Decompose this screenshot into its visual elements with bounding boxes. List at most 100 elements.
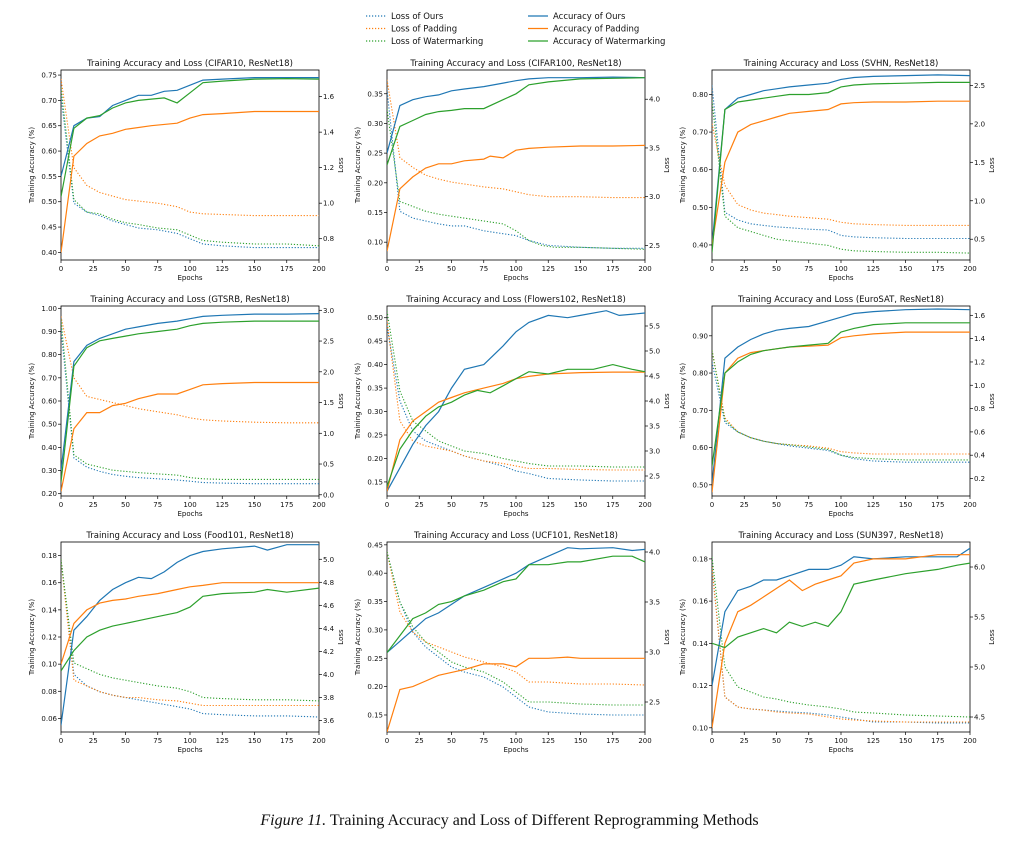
- x-tick-label: 100: [509, 265, 522, 273]
- x-tick-label: 125: [216, 265, 229, 273]
- y-tick-label: 0.90: [692, 332, 708, 340]
- y-tick-label: 0.35: [367, 90, 383, 98]
- y2-tick-label: 0.0: [323, 491, 334, 499]
- y-tick-label: 0.50: [692, 481, 708, 489]
- loss-line-padding: [61, 316, 319, 424]
- y-tick-label: 0.16: [692, 598, 708, 606]
- loss-line-watermarking: [712, 556, 970, 718]
- y2-tick-label: 4.2: [323, 648, 334, 656]
- x-tick-label: 175: [931, 737, 944, 745]
- y-tick-label: 0.70: [41, 97, 57, 105]
- loss-line-padding: [387, 320, 645, 471]
- chart-title: Training Accuracy and Loss (CIFAR10, Res…: [86, 59, 293, 69]
- x-tick-label: 125: [542, 737, 555, 745]
- y-tick-label: 0.15: [367, 209, 383, 217]
- y2-tick-label: 0.6: [974, 428, 986, 436]
- x-tick-label: 100: [183, 737, 196, 745]
- y-tick-label: 0.60: [692, 166, 708, 174]
- y-axis-label: Training Accuracy (%): [354, 363, 362, 440]
- loss-line-padding: [387, 79, 645, 199]
- x-tick-label: 0: [385, 501, 389, 509]
- x-tick-label: 200: [312, 501, 325, 509]
- y2-tick-label: 2.5: [649, 473, 660, 481]
- x-axis-label: Epochs: [503, 746, 528, 754]
- y2-tick-label: 1.2: [974, 358, 985, 366]
- y-axis-label: Training Accuracy (%): [679, 127, 687, 204]
- x-tick-label: 175: [931, 501, 944, 509]
- accuracy-line-padding: [712, 100, 970, 246]
- x-tick-label: 125: [542, 265, 555, 273]
- accuracy-line-ours: [61, 544, 319, 726]
- y2-tick-label: 4.5: [974, 714, 985, 722]
- x-axis-label: Epochs: [503, 510, 528, 518]
- x-tick-label: 125: [867, 265, 880, 273]
- y-tick-label: 0.45: [41, 224, 57, 232]
- x-tick-label: 25: [415, 737, 424, 745]
- y-tick-label: 0.45: [367, 541, 383, 549]
- y-tick-label: 0.25: [367, 655, 383, 663]
- y2-axis-label: Loss: [663, 157, 671, 173]
- x-tick-label: 100: [834, 737, 847, 745]
- y-tick-label: 0.40: [41, 444, 57, 452]
- y-tick-label: 0.30: [367, 120, 383, 128]
- accuracy-line-ours: [387, 76, 645, 154]
- y2-tick-label: 3.5: [649, 599, 660, 607]
- x-tick-label: 100: [834, 501, 847, 509]
- x-tick-label: 75: [804, 737, 813, 745]
- x-tick-label: 50: [447, 737, 456, 745]
- y-tick-label: 0.30: [367, 626, 383, 634]
- y-axis-label: Training Accuracy (%): [354, 599, 362, 676]
- y-tick-label: 0.12: [692, 682, 708, 690]
- x-tick-label: 25: [740, 501, 749, 509]
- accuracy-line-ours: [712, 74, 970, 246]
- loss-line-watermarking: [712, 350, 970, 461]
- y-tick-label: 0.50: [692, 204, 708, 212]
- y-axis-label: Training Accuracy (%): [28, 127, 36, 204]
- y-tick-label: 0.55: [41, 173, 57, 181]
- plot-frame: [60, 69, 320, 261]
- y2-tick-label: 3.8: [323, 694, 334, 702]
- loss-line-ours: [387, 89, 645, 249]
- x-tick-label: 0: [710, 501, 714, 509]
- x-tick-label: 175: [280, 737, 293, 745]
- x-tick-label: 125: [216, 737, 229, 745]
- y2-tick-label: 4.0: [649, 398, 660, 406]
- y2-tick-label: 2.5: [974, 82, 985, 90]
- loss-line-watermarking: [712, 100, 970, 254]
- y2-tick-label: 5.0: [974, 664, 985, 672]
- x-tick-label: 25: [89, 501, 98, 509]
- y-tick-label: 0.70: [692, 129, 708, 137]
- y-tick-label: 0.06: [41, 715, 57, 723]
- x-tick-label: 75: [153, 501, 162, 509]
- x-tick-label: 200: [963, 737, 976, 745]
- x-tick-label: 100: [183, 501, 196, 509]
- accuracy-line-padding: [712, 331, 970, 493]
- accuracy-line-watermarking: [387, 363, 645, 487]
- y2-tick-label: 5.0: [649, 348, 660, 356]
- loss-line-ours: [387, 325, 645, 482]
- x-tick-label: 25: [740, 737, 749, 745]
- y-tick-label: 0.50: [367, 314, 383, 322]
- y2-axis-label: Loss: [988, 157, 996, 173]
- x-tick-label: 200: [638, 265, 651, 273]
- loss-line-watermarking: [387, 310, 645, 468]
- legend-label: Loss of Ours: [391, 12, 444, 22]
- loss-line-watermarking: [387, 551, 645, 706]
- x-tick-label: 50: [447, 501, 456, 509]
- x-tick-label: 100: [509, 737, 522, 745]
- x-tick-label: 200: [963, 265, 976, 273]
- x-tick-label: 150: [248, 737, 261, 745]
- y2-tick-label: 4.6: [323, 602, 335, 610]
- accuracy-line-watermarking: [61, 320, 319, 483]
- caption-text: Training Accuracy and Loss of Different …: [329, 812, 759, 829]
- loss-line-ours: [61, 328, 319, 485]
- accuracy-line-watermarking: [712, 81, 970, 253]
- y2-tick-label: 2.0: [974, 120, 985, 128]
- chart-panel: Training Accuracy and Loss (CIFAR100, Re…: [354, 59, 671, 282]
- x-tick-label: 50: [772, 501, 781, 509]
- y2-tick-label: 0.5: [323, 461, 334, 469]
- x-tick-label: 25: [89, 265, 98, 273]
- y-tick-label: 0.10: [692, 724, 708, 732]
- accuracy-line-watermarking: [61, 587, 319, 672]
- y2-tick-label: 4.0: [649, 96, 660, 104]
